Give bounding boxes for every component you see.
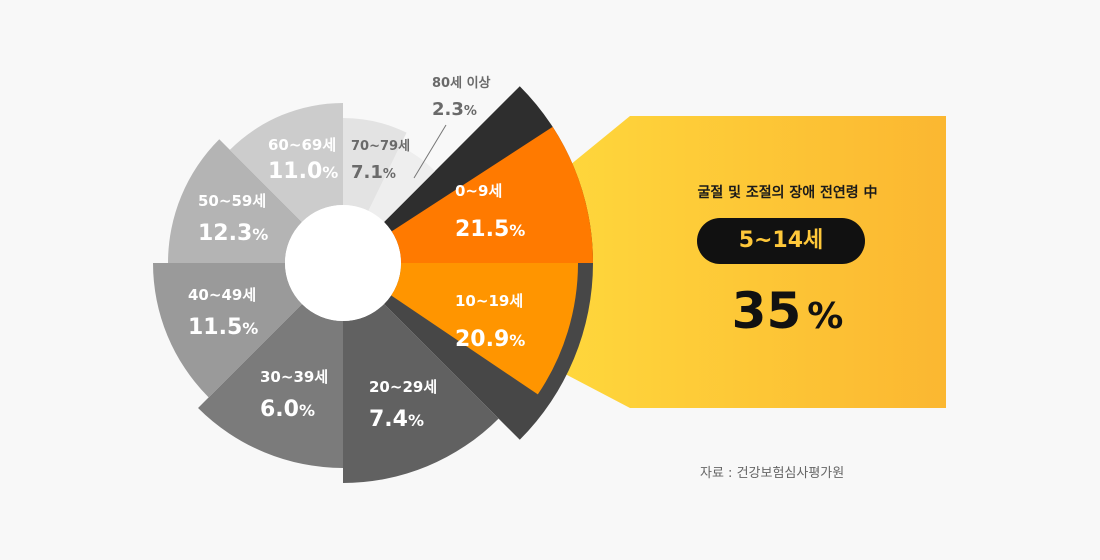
slice-label-20~29세: 20~29세 <box>369 378 437 396</box>
slice-label-10~19세: 10~19세 <box>455 292 523 310</box>
slice-20~29세 <box>343 304 499 483</box>
slice-value-80세 이상: 2.3% <box>432 99 477 120</box>
slice-70~79세 <box>343 118 407 211</box>
slice-value-50~59세: 12.3% <box>198 221 268 246</box>
slice-value-70~79세: 7.1% <box>351 162 396 183</box>
slice-label-30~39세: 30~39세 <box>260 368 328 386</box>
source-note: 자료 : 건강보험심사평가원 <box>700 466 845 481</box>
slice-label-50~59세: 50~59세 <box>198 192 266 210</box>
leader-line-80plus <box>413 124 447 179</box>
slice-value-60~69세: 11.0% <box>268 159 338 184</box>
slice-label-0~9세: 0~9세 <box>455 182 502 200</box>
callout-value: 35% <box>630 282 945 340</box>
slice-40~49세 <box>153 263 302 398</box>
slice-50~59세 <box>168 139 302 263</box>
slice-value-10~19세: 20.9% <box>455 327 525 352</box>
callout-title: 굴절 및 조절의 장애 전연령 中 <box>697 185 878 201</box>
callout-highlight-pill: 5~14세 <box>697 218 865 264</box>
callout-value-unit: % <box>807 296 844 337</box>
slice-label-70~79세: 70~79세 <box>351 139 410 154</box>
slice-value-40~49세: 11.5% <box>188 315 258 340</box>
center-hole <box>285 205 401 321</box>
slice-highlight-0~9세 <box>391 126 593 263</box>
slice-label-80세 이상: 80세 이상 <box>432 75 491 91</box>
slice-value-20~29세: 7.4% <box>369 407 424 432</box>
callout-value-number: 35 <box>731 282 802 340</box>
slice-label-40~49세: 40~49세 <box>188 286 256 304</box>
slice-label-60~69세: 60~69세 <box>268 136 336 154</box>
slice-highlight-10~19세 <box>391 263 578 395</box>
slice-value-30~39세: 6.0% <box>260 397 315 422</box>
slice-80세 이상 <box>368 146 435 222</box>
slice-60~69세 <box>229 103 343 222</box>
slice-value-0~9세: 21.5% <box>455 217 525 242</box>
slice-30~39세 <box>198 304 343 468</box>
